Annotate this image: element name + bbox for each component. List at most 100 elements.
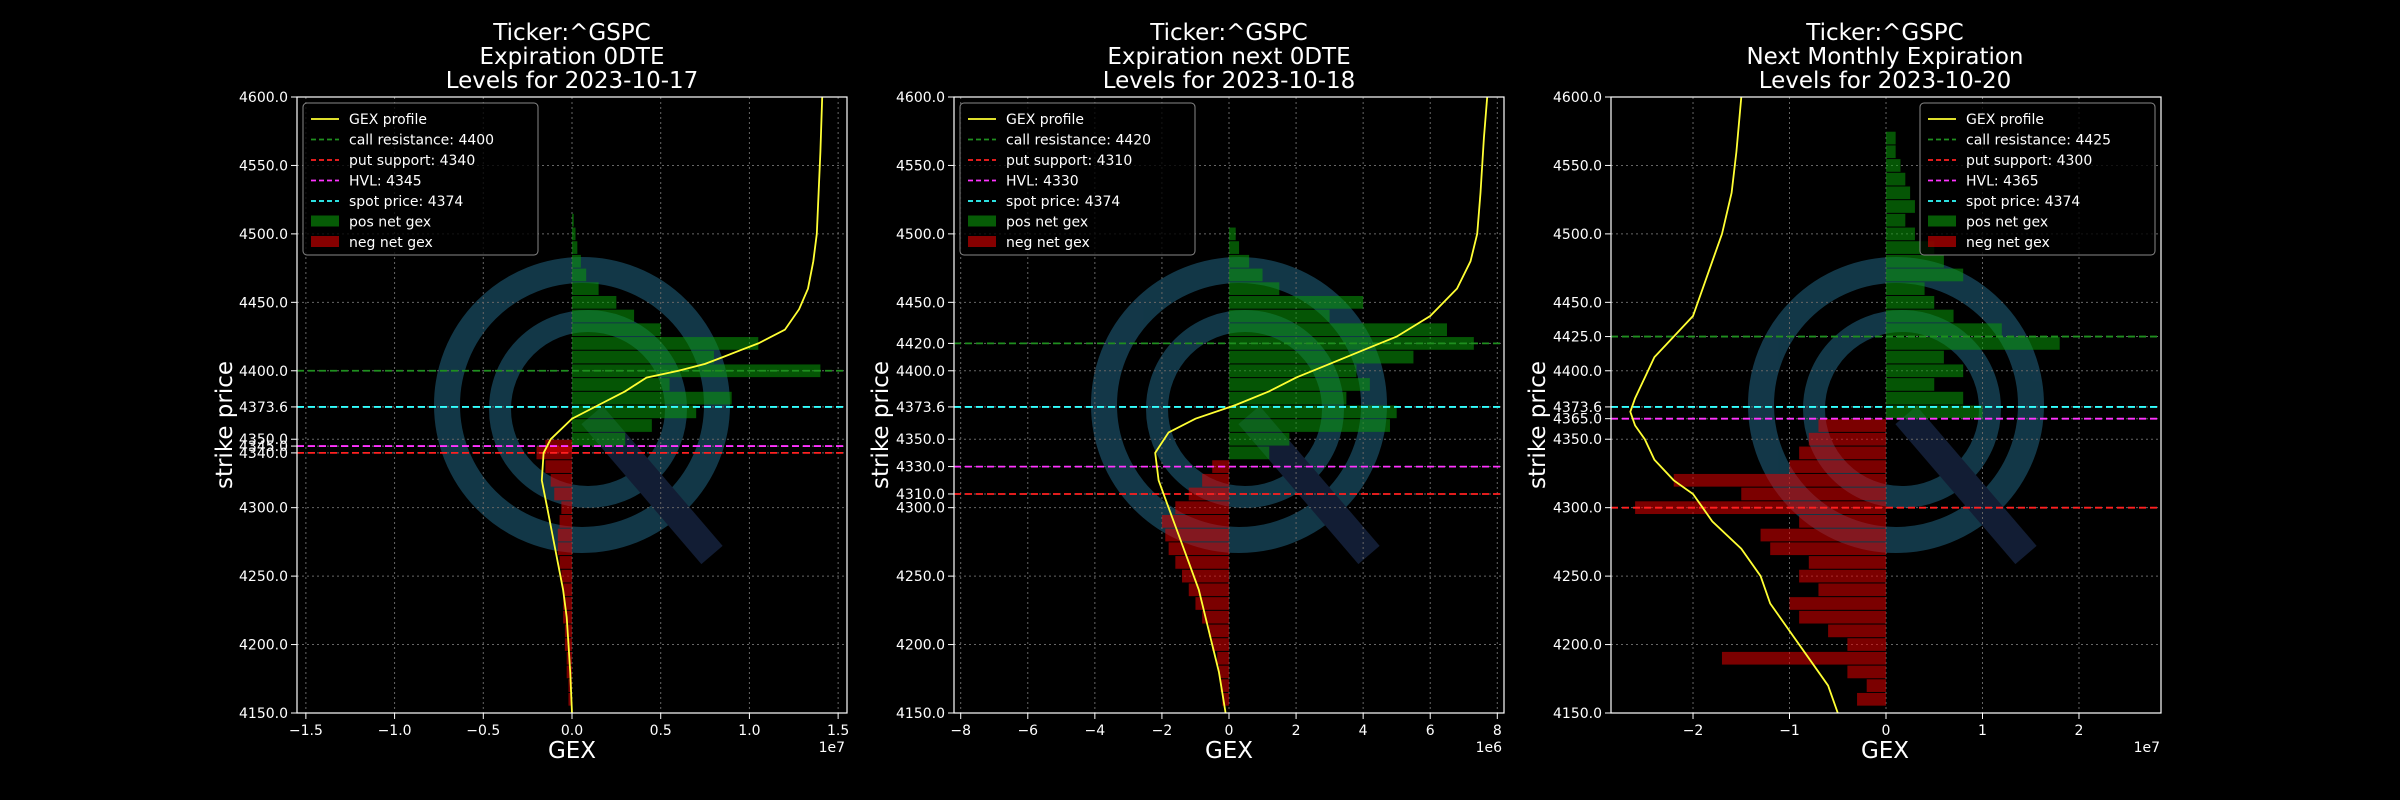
pos-gex-bar [572, 350, 714, 364]
x-axis-label: GEX [548, 738, 596, 764]
pos-gex-bar [1886, 323, 2002, 337]
legend-entry-label: put support: 4310 [1006, 153, 1132, 169]
y-tick-label: 4500.0 [239, 227, 288, 243]
pos-gex-bar [1886, 337, 2060, 350]
legend-entry-label: neg net gex [1966, 235, 2050, 251]
pos-gex-bar [1886, 295, 1935, 309]
legend-entry-label: pos net gex [1966, 215, 2048, 231]
y-tick-label: 4300.0 [896, 501, 945, 517]
plot-area: −1.5 −1.0 −0.5 0.0 0.5 1.0 1.5 4150.0 4200.0 4250… [239, 90, 849, 739]
legend-neg-gex-symbol [968, 236, 996, 247]
chart-title-line-3: Levels for 2023-10-17 [446, 68, 699, 94]
chart-title-line-3: Levels for 2023-10-20 [1759, 68, 2012, 94]
y-tick-label: 4350.0 [239, 432, 288, 448]
neg-gex-bar [1212, 638, 1229, 651]
legend-entry-label: call resistance: 4400 [349, 133, 494, 149]
x-axis-label: GEX [1861, 738, 1909, 764]
pos-gex-bar [1886, 254, 1944, 268]
x-tick-label: 1.0 [738, 723, 760, 739]
x-tick-label: −6 [1017, 723, 1038, 739]
neg-gex-bar [1799, 569, 1886, 583]
pos-gex-bar [1886, 186, 1911, 200]
legend-entry-label: spot price: 4374 [1006, 194, 1120, 210]
legend-neg-gex-symbol [311, 236, 339, 247]
y-tick-label: 4550.0 [896, 158, 945, 174]
y-tick-label: 4420.0 [896, 336, 945, 352]
y-tick-label: 4400.0 [896, 364, 945, 380]
x-scale-label: 1e7 [2134, 740, 2160, 756]
x-scale-label: 1e7 [819, 740, 845, 756]
legend-pos-gex-symbol [311, 215, 339, 227]
pos-gex-bar [1229, 391, 1347, 405]
chart-title-line-1: Ticker:^GSPC [492, 20, 650, 46]
y-tick-label: 4200.0 [896, 638, 945, 654]
neg-gex-bar [1217, 651, 1229, 665]
plot-area: −2 −1 0 1 2 4150.0 4200.0 4250.0 4300.0 4350.0 436… [1553, 90, 2162, 739]
x-tick-label: 0.0 [561, 723, 583, 739]
legend-entry-label: put support: 4340 [349, 153, 475, 169]
neg-gex-bar [1222, 692, 1229, 706]
legend-entry-label: pos net gex [1006, 215, 1088, 231]
legend-entry-label: neg net gex [349, 235, 433, 251]
pos-gex-bar [1886, 172, 1906, 186]
y-tick-label: 4340.0 [239, 446, 288, 462]
neg-gex-bar [1175, 556, 1229, 569]
legend-frame [1919, 102, 2156, 256]
x-tick-label: −2 [1683, 723, 1704, 739]
neg-gex-bar [545, 439, 572, 453]
neg-gex-bar [1175, 501, 1229, 515]
neg-gex-bar [568, 692, 572, 706]
neg-gex-bar [1741, 487, 1886, 501]
pos-gex-bar [1886, 159, 1901, 172]
y-tick-label: 4373.6 [239, 400, 288, 416]
legend-frame [959, 102, 1196, 256]
y-axis-label: strike price [1525, 361, 1551, 489]
neg-gex-bar [1808, 432, 1886, 446]
x-tick-label: −1.5 [289, 723, 323, 739]
neg-gex-bar [1818, 419, 1886, 432]
pos-gex-bar [1886, 350, 1944, 364]
x-tick-label: 8 [1493, 723, 1502, 739]
pos-gex-bar [1229, 241, 1240, 254]
pos-gex-bar [1229, 405, 1397, 419]
pos-gex-bar [1886, 213, 1906, 227]
x-tick-label: 1 [1978, 723, 1987, 739]
x-tick-label: 2 [1292, 723, 1301, 739]
legend-frame [302, 102, 539, 256]
neg-gex-bar [563, 597, 572, 610]
chart-panel-2: Ticker:^GSPC Expiration next 0DTE Levels… [868, 20, 1505, 764]
y-tick-label: 4250.0 [239, 569, 288, 585]
neg-gex-bar [1799, 610, 1886, 624]
pos-gex-bar [1886, 268, 1964, 282]
neg-gex-bar [1188, 583, 1229, 597]
gex-profile-line [1154, 97, 1489, 713]
x-tick-label: 0.5 [650, 723, 672, 739]
pos-gex-bar [1229, 432, 1290, 446]
pos-gex-bar [572, 213, 574, 227]
neg-gex-bar [550, 473, 572, 487]
legend-entry-label: call resistance: 4420 [1006, 133, 1151, 149]
gex-profile-line [1629, 97, 1839, 713]
y-tick-label: 4500.0 [896, 227, 945, 243]
pos-gex-bar [1229, 419, 1390, 432]
y-tick-label: 4600.0 [239, 90, 288, 106]
y-tick-label: 4425.0 [1553, 330, 1602, 346]
neg-gex-bar [1220, 679, 1229, 692]
legend-entry-label: HVL: 4365 [1966, 174, 2039, 190]
legend-entry-label: GEX profile [349, 112, 427, 128]
x-axis-label: GEX [1205, 738, 1253, 764]
pos-gex-bar [572, 323, 661, 337]
pos-gex-bar [572, 432, 626, 446]
y-tick-label: 4200.0 [239, 638, 288, 654]
y-tick-label: 4250.0 [1553, 569, 1602, 585]
pos-gex-bar [572, 282, 599, 295]
pos-gex-bar [1229, 295, 1364, 309]
y-tick-label: 4373.6 [896, 400, 945, 416]
gex-profile-line [540, 97, 824, 713]
plot-content [297, 97, 847, 713]
pos-gex-bar [1886, 378, 1935, 391]
y-tick-label: 4600.0 [896, 90, 945, 106]
plot-content [1611, 97, 2161, 713]
legend-entry-label: GEX profile [1966, 112, 2044, 128]
y-tick-label: 4200.0 [1553, 638, 1602, 654]
